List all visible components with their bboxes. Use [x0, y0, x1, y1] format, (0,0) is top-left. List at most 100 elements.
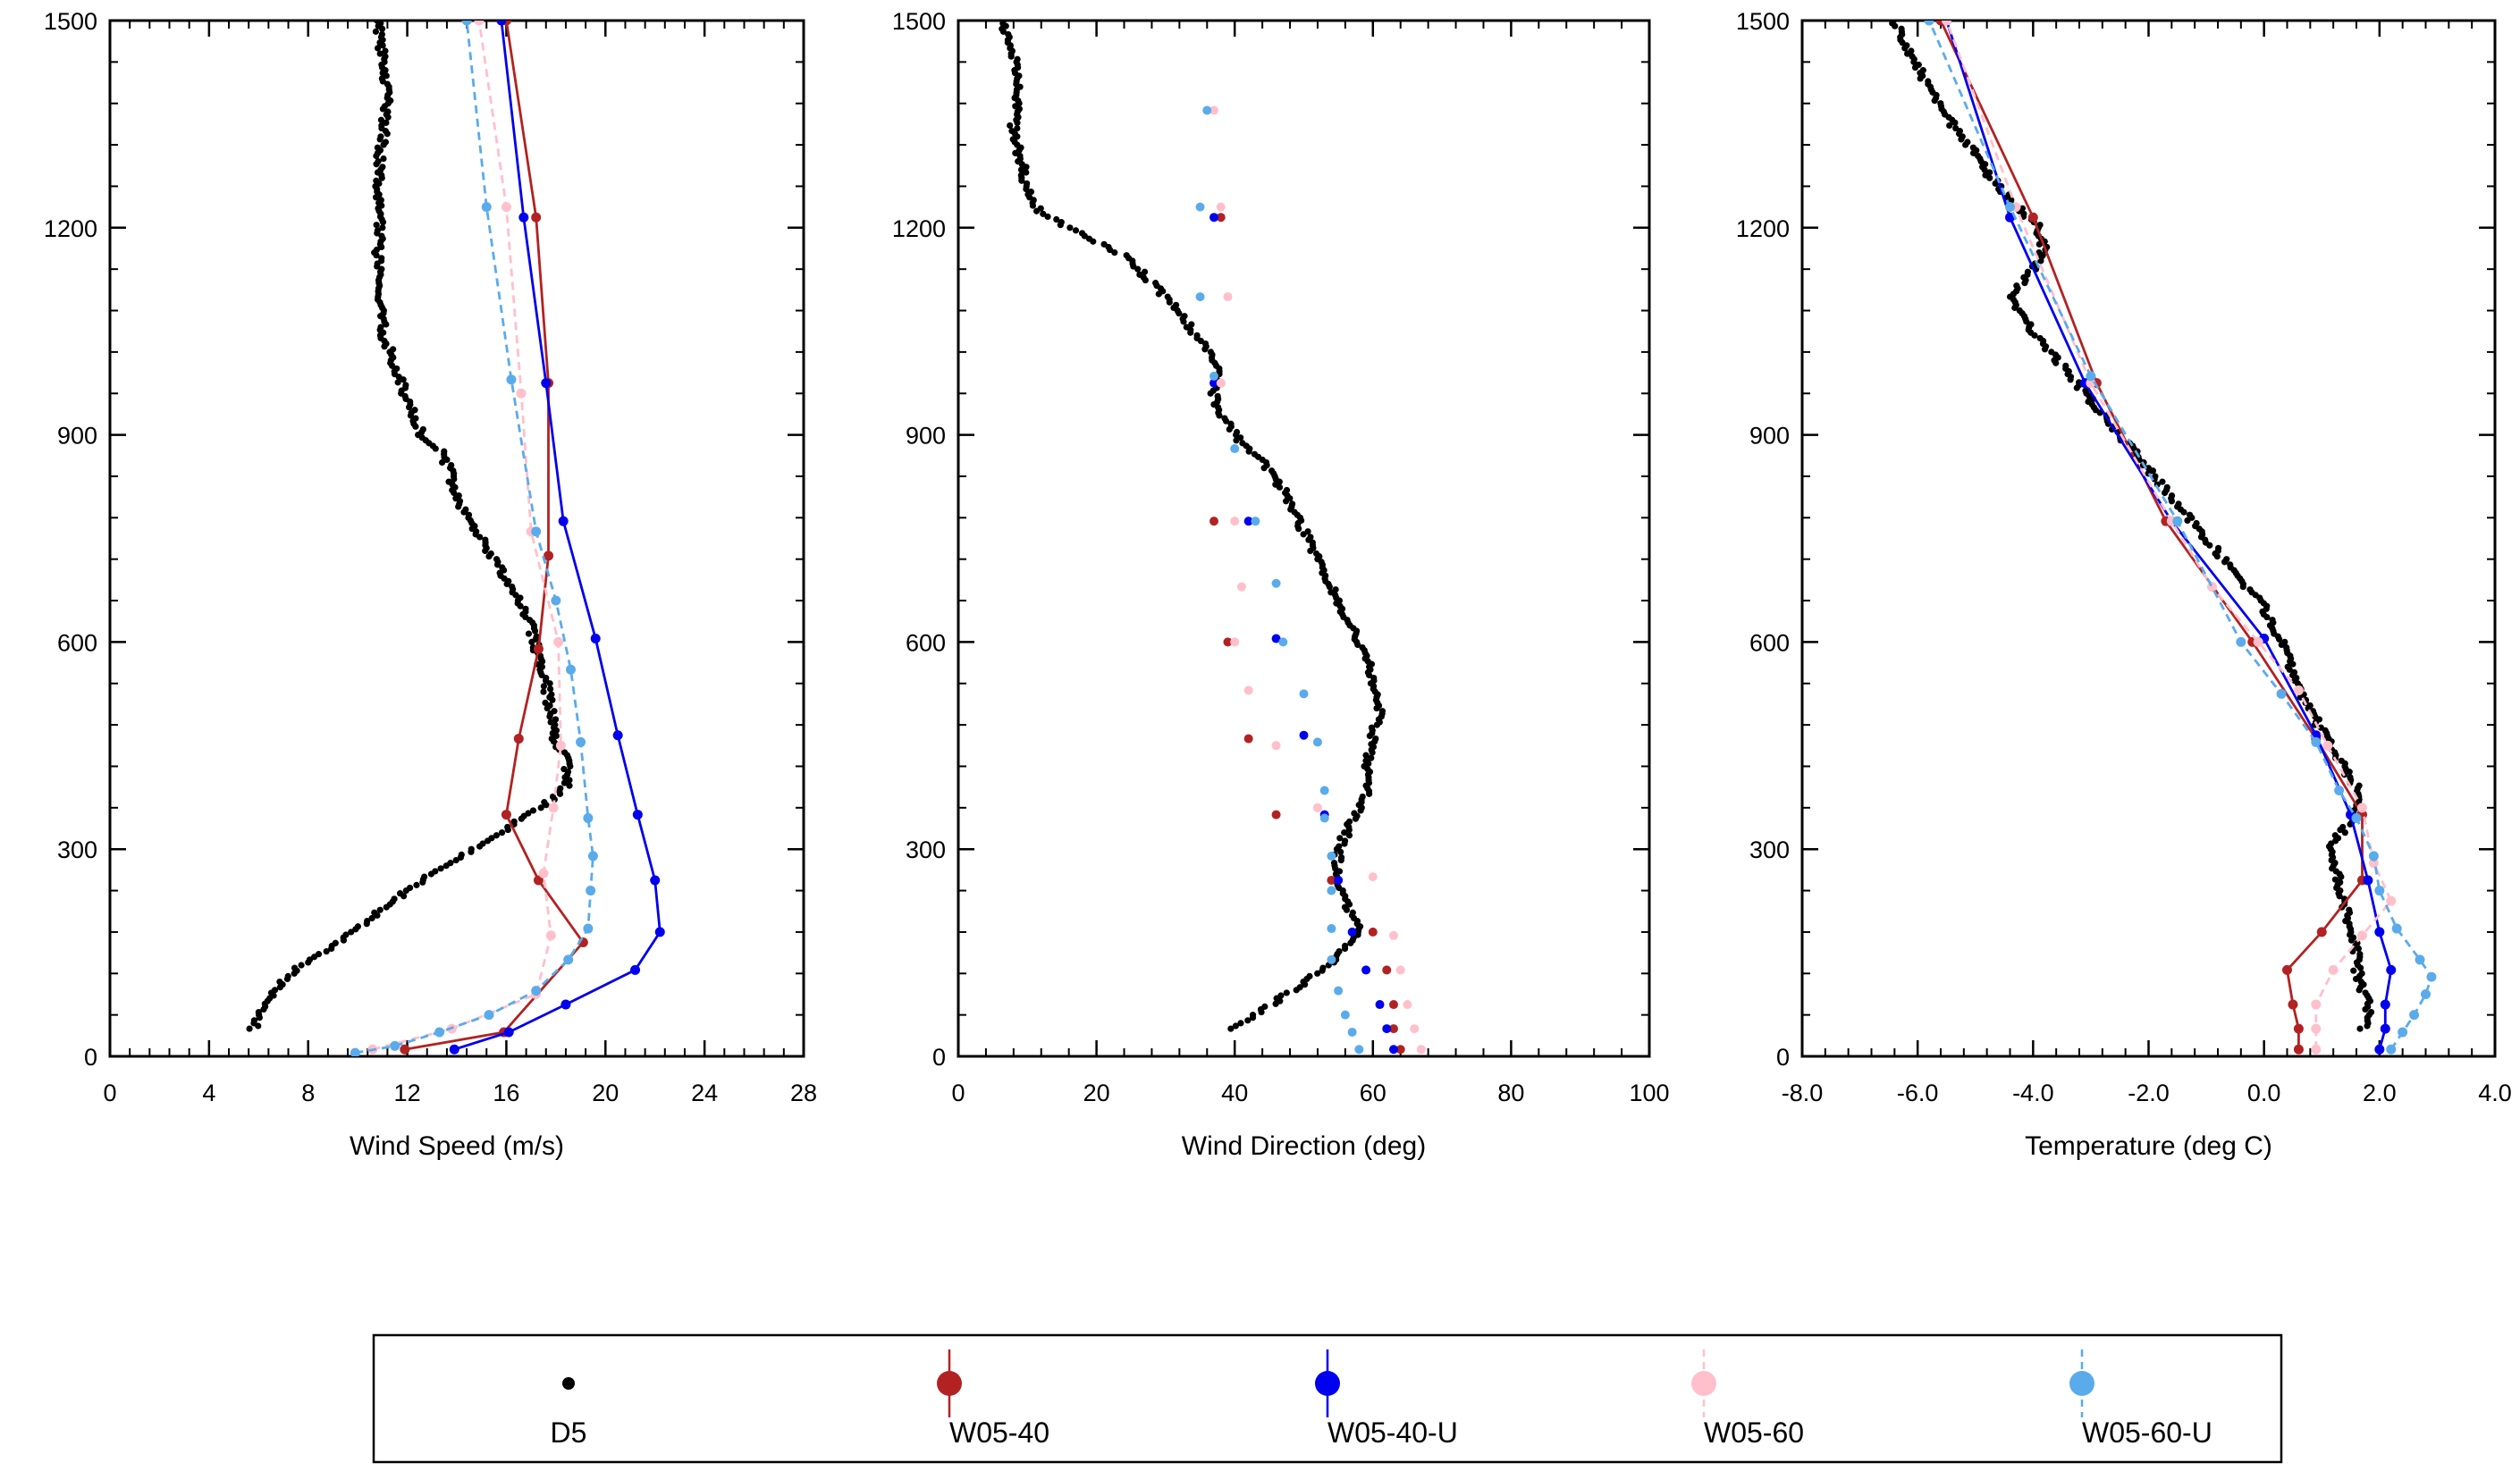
series-point	[1382, 1024, 1392, 1034]
d5-point	[421, 873, 428, 880]
series-point	[2207, 582, 2218, 593]
d5-point	[374, 227, 381, 234]
d5-point	[540, 683, 548, 690]
series-line	[1927, 21, 2433, 1051]
series-point	[612, 730, 623, 741]
d5-point	[377, 324, 384, 331]
series-point	[2334, 786, 2345, 796]
series-point	[1327, 924, 1336, 934]
series-line	[453, 21, 662, 1051]
series-point	[1388, 930, 1398, 940]
series-point	[1327, 886, 1336, 895]
d5-point	[2013, 282, 2020, 290]
d5-point	[468, 845, 475, 853]
series-point	[2356, 930, 2367, 941]
d5-point	[276, 978, 283, 986]
d5-point	[1314, 970, 1321, 977]
series-point	[1230, 637, 1240, 647]
d5-point	[1141, 268, 1149, 275]
series-point	[531, 986, 542, 996]
d5-point	[1332, 586, 1339, 593]
series-point	[434, 1027, 445, 1038]
d5-point	[373, 222, 380, 229]
d5-point	[1969, 144, 1976, 151]
series-point	[551, 595, 561, 606]
series-point	[586, 886, 596, 896]
series-point	[1354, 1045, 1364, 1055]
d5-point	[525, 630, 533, 637]
series-point	[1361, 965, 1371, 975]
d5-point	[2269, 617, 2276, 624]
d5-point	[1337, 853, 1345, 862]
d5-point	[255, 1008, 262, 1016]
series-point	[2374, 886, 2385, 896]
series-point	[1334, 875, 1344, 885]
series-point	[590, 634, 601, 644]
d5-point	[1908, 47, 1915, 55]
series-point	[1347, 927, 1357, 937]
series-point	[2426, 971, 2437, 982]
series-point	[632, 810, 643, 820]
d5-point	[540, 688, 547, 695]
series-point	[565, 664, 576, 675]
d5-point	[1016, 152, 1024, 160]
d5-point	[551, 708, 558, 715]
d5-point	[382, 53, 389, 60]
series-point	[1388, 1024, 1398, 1034]
d5-point	[547, 685, 554, 693]
d5-point	[1277, 992, 1285, 999]
d5-point	[1919, 67, 1926, 74]
d5-point	[383, 119, 390, 126]
series-point	[506, 374, 517, 385]
d5-point	[2193, 519, 2200, 527]
d5-point	[406, 884, 414, 892]
series-point	[2236, 636, 2246, 647]
d5-point	[493, 556, 501, 563]
legend-marker	[1315, 1371, 1340, 1396]
d5-point	[498, 829, 506, 836]
d5-point	[1336, 947, 1343, 955]
series-point	[2293, 1023, 2304, 1034]
d5-point	[549, 793, 557, 801]
d5-point	[377, 197, 384, 204]
d5-point	[372, 28, 380, 35]
series-point	[518, 212, 529, 223]
series-point	[1941, 21, 1951, 26]
d5-point	[2290, 668, 2298, 676]
d5-point	[2338, 757, 2345, 764]
series-W05-40-U	[1209, 213, 1398, 1055]
x-tick-label: -2.0	[2128, 1080, 2170, 1106]
series-point	[2293, 1044, 2304, 1055]
y-tick-label: 600	[1749, 629, 1790, 656]
series-point	[587, 851, 598, 862]
x-tick-label: -4.0	[2012, 1080, 2054, 1106]
d5-point	[437, 865, 444, 872]
series-point	[1312, 737, 1322, 747]
d5-point	[1164, 293, 1171, 300]
d5-point	[375, 158, 382, 165]
d5-point	[560, 779, 569, 786]
d5-point	[291, 964, 299, 971]
series-D5	[999, 21, 1386, 1032]
d5-point	[1244, 1017, 1252, 1024]
d5-point	[537, 804, 544, 811]
series-W05-40	[1209, 213, 1405, 1055]
series-point	[548, 803, 559, 813]
series-line	[404, 21, 586, 1051]
d5-point	[1100, 240, 1108, 248]
series-point	[2282, 964, 2292, 975]
x-tick-label: 40	[1221, 1080, 1248, 1106]
series-point	[1340, 1010, 1350, 1020]
d5-point	[373, 177, 380, 184]
series-point	[1216, 202, 1226, 212]
series-point	[654, 927, 665, 937]
d5-point	[2362, 989, 2369, 996]
d5-point	[2020, 210, 2027, 217]
series-point	[1243, 734, 1253, 744]
series-point	[1195, 292, 1205, 302]
d5-point	[465, 511, 473, 518]
series-point	[449, 1044, 459, 1055]
d5-point	[1214, 392, 1221, 399]
d5-point	[1898, 25, 1905, 32]
d5-point	[1925, 78, 1932, 85]
